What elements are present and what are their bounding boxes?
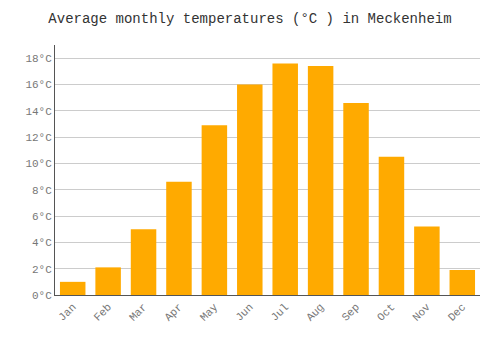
svg-text:6°C: 6°C	[32, 211, 52, 223]
svg-text:Jan: Jan	[56, 301, 78, 323]
svg-text:18°C: 18°C	[25, 53, 52, 65]
svg-text:16°C: 16°C	[25, 79, 52, 91]
svg-text:0°C: 0°C	[32, 290, 52, 302]
svg-text:Average monthly temperatures (: Average monthly temperatures (°C ) in Me…	[48, 11, 451, 27]
svg-text:12°C: 12°C	[25, 132, 52, 144]
svg-text:May: May	[198, 301, 221, 324]
svg-text:4°C: 4°C	[32, 237, 52, 249]
svg-text:Aug: Aug	[304, 301, 326, 323]
svg-text:Apr: Apr	[162, 301, 184, 323]
svg-text:Oct: Oct	[375, 301, 397, 323]
svg-text:Dec: Dec	[446, 301, 468, 323]
svg-text:10°C: 10°C	[25, 158, 52, 170]
svg-text:14°C: 14°C	[25, 106, 52, 118]
svg-text:Jul: Jul	[269, 301, 291, 323]
svg-text:8°C: 8°C	[32, 185, 52, 197]
svg-text:Feb: Feb	[92, 301, 114, 323]
svg-text:Mar: Mar	[127, 301, 149, 323]
svg-text:Sep: Sep	[340, 301, 362, 323]
svg-text:2°C: 2°C	[32, 264, 52, 276]
svg-text:Nov: Nov	[410, 301, 433, 324]
svg-text:Jun: Jun	[233, 301, 255, 323]
